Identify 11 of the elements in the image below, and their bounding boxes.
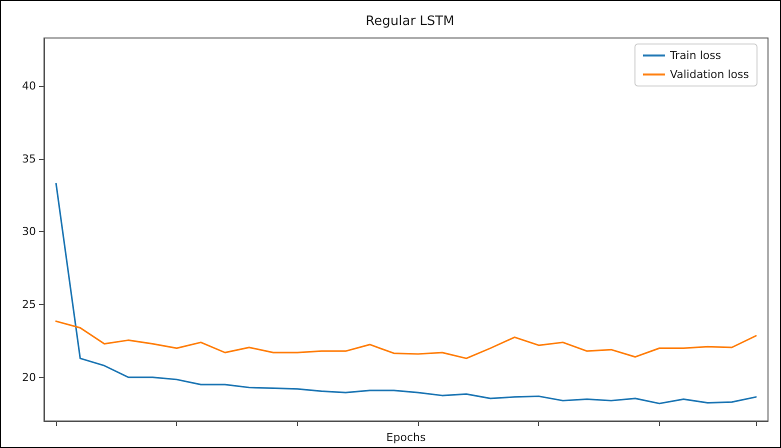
y-tick-label: 30: [22, 225, 36, 238]
y-tick-label: 25: [22, 298, 36, 311]
line-series: [55, 182, 757, 404]
legend-label: Train loss: [668, 49, 722, 62]
chart-title: Regular LSTM: [366, 14, 454, 29]
legend-label: Validation loss: [670, 68, 750, 81]
x-axis-title: Epochs: [386, 431, 426, 444]
y-tick-label: 40: [22, 80, 36, 93]
line-series: [55, 320, 757, 360]
y-tick-label: 20: [22, 370, 36, 384]
y-tick-label: 35: [22, 152, 36, 166]
